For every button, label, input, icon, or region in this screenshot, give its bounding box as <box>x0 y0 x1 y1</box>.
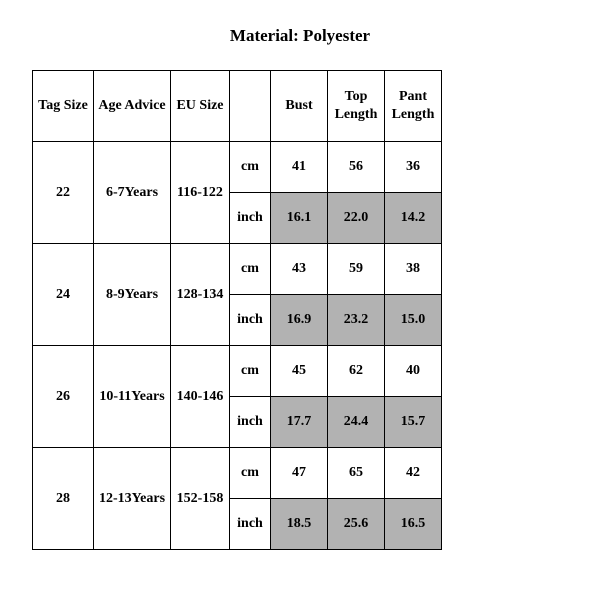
cell-unit-inch: inch <box>230 193 271 244</box>
cell-unit-inch: inch <box>230 295 271 346</box>
cell-unit-cm: cm <box>230 142 271 193</box>
header-row: Tag Size Age Advice EU Size Bust TopLeng… <box>33 71 442 142</box>
cell-bust-cm: 45 <box>271 346 328 397</box>
cell-top-inch: 24.4 <box>328 397 385 448</box>
cell-pant-cm: 36 <box>385 142 442 193</box>
cell-tag-size: 24 <box>33 244 94 346</box>
table-row: 28 12-13Years 152-158 cm 47 65 42 <box>33 448 442 499</box>
cell-age-advice: 12-13Years <box>94 448 171 550</box>
cell-unit-inch: inch <box>230 499 271 550</box>
cell-tag-size: 28 <box>33 448 94 550</box>
cell-age-advice: 10-11Years <box>94 346 171 448</box>
cell-bust-inch: 17.7 <box>271 397 328 448</box>
cell-age-advice: 8-9Years <box>94 244 171 346</box>
cell-top-cm: 62 <box>328 346 385 397</box>
cell-tag-size: 22 <box>33 142 94 244</box>
col-top-length: TopLength <box>328 71 385 142</box>
cell-bust-cm: 43 <box>271 244 328 295</box>
cell-top-cm: 59 <box>328 244 385 295</box>
cell-eu-size: 152-158 <box>171 448 230 550</box>
cell-top-cm: 56 <box>328 142 385 193</box>
cell-pant-inch: 16.5 <box>385 499 442 550</box>
cell-bust-inch: 18.5 <box>271 499 328 550</box>
cell-bust-cm: 47 <box>271 448 328 499</box>
cell-age-advice: 6-7Years <box>94 142 171 244</box>
cell-pant-cm: 38 <box>385 244 442 295</box>
cell-eu-size: 116-122 <box>171 142 230 244</box>
cell-top-inch: 23.2 <box>328 295 385 346</box>
cell-pant-inch: 14.2 <box>385 193 442 244</box>
col-age-advice: Age Advice <box>94 71 171 142</box>
table-row: 26 10-11Years 140-146 cm 45 62 40 <box>33 346 442 397</box>
col-tag-size: Tag Size <box>33 71 94 142</box>
page-title: Material: Polyester <box>0 0 600 70</box>
cell-top-cm: 65 <box>328 448 385 499</box>
cell-unit-cm: cm <box>230 244 271 295</box>
table-row: 24 8-9Years 128-134 cm 43 59 38 <box>33 244 442 295</box>
cell-bust-cm: 41 <box>271 142 328 193</box>
cell-unit-cm: cm <box>230 346 271 397</box>
cell-eu-size: 140-146 <box>171 346 230 448</box>
size-table: Tag Size Age Advice EU Size Bust TopLeng… <box>32 70 442 550</box>
table-row: 22 6-7Years 116-122 cm 41 56 36 <box>33 142 442 193</box>
cell-tag-size: 26 <box>33 346 94 448</box>
cell-pant-inch: 15.7 <box>385 397 442 448</box>
col-bust: Bust <box>271 71 328 142</box>
col-unit <box>230 71 271 142</box>
col-pant-length: PantLength <box>385 71 442 142</box>
cell-pant-inch: 15.0 <box>385 295 442 346</box>
cell-eu-size: 128-134 <box>171 244 230 346</box>
cell-top-inch: 25.6 <box>328 499 385 550</box>
cell-unit-cm: cm <box>230 448 271 499</box>
cell-top-inch: 22.0 <box>328 193 385 244</box>
cell-bust-inch: 16.9 <box>271 295 328 346</box>
cell-pant-cm: 40 <box>385 346 442 397</box>
cell-bust-inch: 16.1 <box>271 193 328 244</box>
cell-pant-cm: 42 <box>385 448 442 499</box>
cell-unit-inch: inch <box>230 397 271 448</box>
col-eu-size: EU Size <box>171 71 230 142</box>
